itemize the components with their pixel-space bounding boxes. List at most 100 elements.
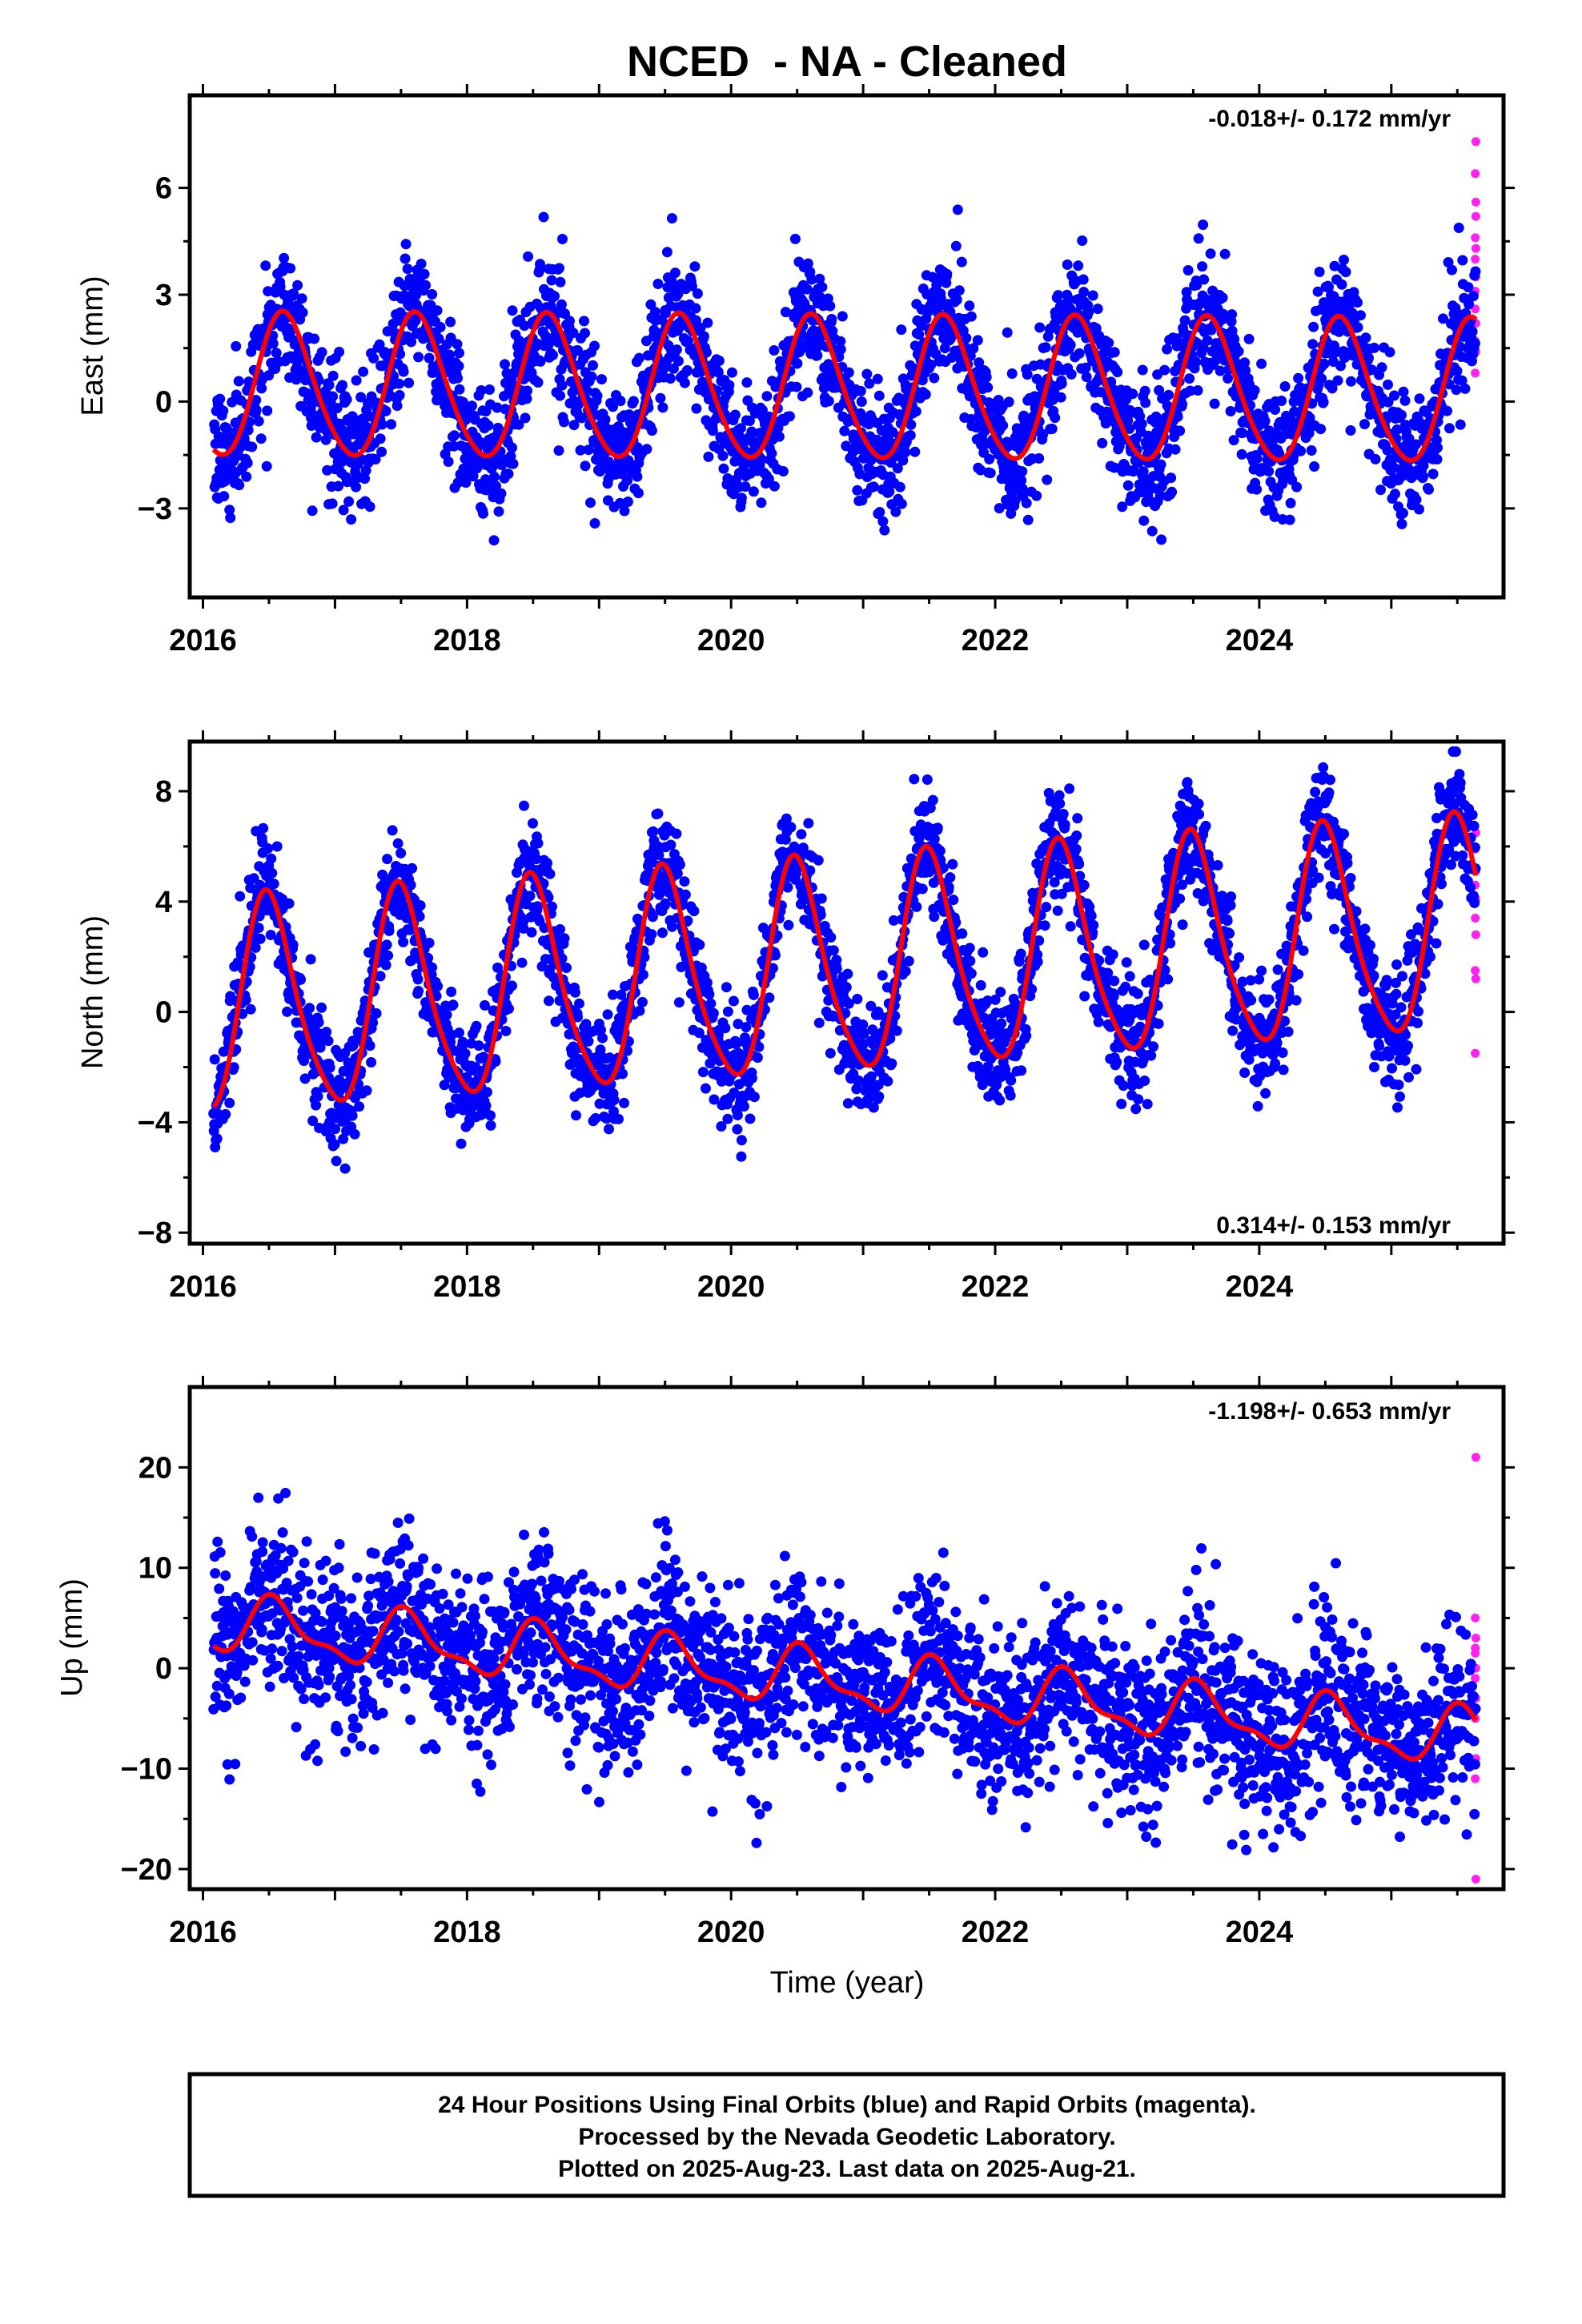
east-final-point xyxy=(413,352,424,363)
east-final-point xyxy=(1038,429,1049,440)
east-final-point xyxy=(1340,267,1351,278)
north-final-point xyxy=(228,1062,239,1073)
north-final-point xyxy=(842,1098,853,1109)
north-final-point xyxy=(785,822,797,833)
east-final-point xyxy=(792,358,803,369)
east-final-point xyxy=(376,446,387,457)
east-final-point xyxy=(717,450,729,461)
north-final-point xyxy=(1021,1030,1032,1041)
east-final-point xyxy=(488,535,500,546)
east-final-point xyxy=(454,384,465,395)
north-final-point xyxy=(250,942,261,953)
north-final-point xyxy=(405,879,416,891)
east-final-point xyxy=(1179,315,1191,326)
north-final-point xyxy=(689,906,700,917)
north-final-point xyxy=(324,1062,335,1073)
north-final-point xyxy=(927,794,938,806)
east-final-point xyxy=(1103,337,1114,348)
east-final-point xyxy=(1438,313,1448,324)
east-final-point xyxy=(1172,411,1183,422)
east-y-tick-label: 3 xyxy=(155,279,172,312)
east-final-point xyxy=(386,419,397,430)
north-final-point xyxy=(361,1085,372,1096)
east-final-point xyxy=(1128,464,1139,476)
east-final-point xyxy=(681,365,693,376)
north-final-point xyxy=(825,932,837,943)
east-final-point xyxy=(1087,290,1098,301)
north-final-point xyxy=(263,843,274,854)
east-final-point xyxy=(224,505,235,516)
east-final-point xyxy=(1065,340,1076,351)
north-final-point xyxy=(532,901,543,912)
east-final-point xyxy=(1251,484,1263,495)
east-final-point xyxy=(244,416,255,428)
east-final-point xyxy=(1327,383,1338,394)
east-final-point xyxy=(789,233,801,244)
east-final-point xyxy=(1304,412,1315,424)
north-final-point xyxy=(705,998,717,1009)
east-final-point xyxy=(827,325,838,336)
north-final-point xyxy=(555,924,565,935)
east-final-point xyxy=(784,411,795,422)
north-final-point xyxy=(224,1097,235,1108)
east-final-point xyxy=(861,368,873,380)
east-final-point xyxy=(1031,490,1042,501)
east-final-point xyxy=(1064,294,1075,305)
east-final-point xyxy=(1256,358,1267,369)
north-final-point xyxy=(909,774,920,785)
east-final-point xyxy=(726,367,737,378)
north-final-point xyxy=(415,900,426,911)
east-final-point xyxy=(263,286,274,297)
north-final-point xyxy=(764,992,775,1003)
east-final-point xyxy=(556,380,568,391)
north-final-point xyxy=(245,883,256,894)
east-final-point xyxy=(1398,508,1408,519)
east-final-point xyxy=(521,393,532,404)
east-final-point xyxy=(939,343,950,354)
east-final-point xyxy=(1316,373,1327,384)
north-final-point xyxy=(877,970,888,981)
north-final-point xyxy=(460,1048,471,1059)
east-final-point xyxy=(964,300,975,312)
east-final-point xyxy=(632,488,644,499)
north-final-point xyxy=(518,923,529,934)
east-final-point xyxy=(256,383,267,394)
east-final-point xyxy=(814,273,825,284)
east-final-point xyxy=(1148,483,1159,494)
north-final-point xyxy=(1005,1090,1016,1101)
east-final-point xyxy=(291,374,302,385)
east-final-point xyxy=(872,373,883,384)
north-final-point xyxy=(873,1091,885,1102)
east-final-point xyxy=(1174,425,1186,436)
east-final-point xyxy=(748,486,759,497)
east-final-point xyxy=(532,377,544,388)
north-final-point xyxy=(519,800,529,811)
north-final-point xyxy=(782,882,793,893)
north-final-point xyxy=(311,1100,322,1111)
north-final-point xyxy=(911,901,922,912)
east-final-point xyxy=(1469,338,1480,349)
east-final-point xyxy=(454,348,464,359)
east-final-point xyxy=(1166,472,1177,484)
east-final-point xyxy=(926,359,937,370)
east-y-tick-label: 0 xyxy=(155,385,172,419)
east-final-point xyxy=(736,493,747,504)
north-final-point xyxy=(490,1056,501,1067)
east-final-point xyxy=(686,280,697,292)
east-final-point xyxy=(247,441,258,452)
north-final-point xyxy=(857,1019,869,1030)
north-final-point xyxy=(492,962,503,973)
north-final-point xyxy=(423,952,434,963)
east-final-point xyxy=(769,345,780,356)
east-final-point xyxy=(1389,390,1399,401)
east-final-point xyxy=(316,347,327,358)
east-final-point xyxy=(241,471,252,482)
north-final-point xyxy=(532,838,544,849)
east-final-point xyxy=(1259,416,1271,427)
east-final-point xyxy=(1154,490,1166,501)
east-final-point xyxy=(262,405,273,416)
east-final-point xyxy=(327,391,339,402)
east-y-tick-label: 6 xyxy=(155,172,172,206)
east-final-point xyxy=(766,448,777,459)
